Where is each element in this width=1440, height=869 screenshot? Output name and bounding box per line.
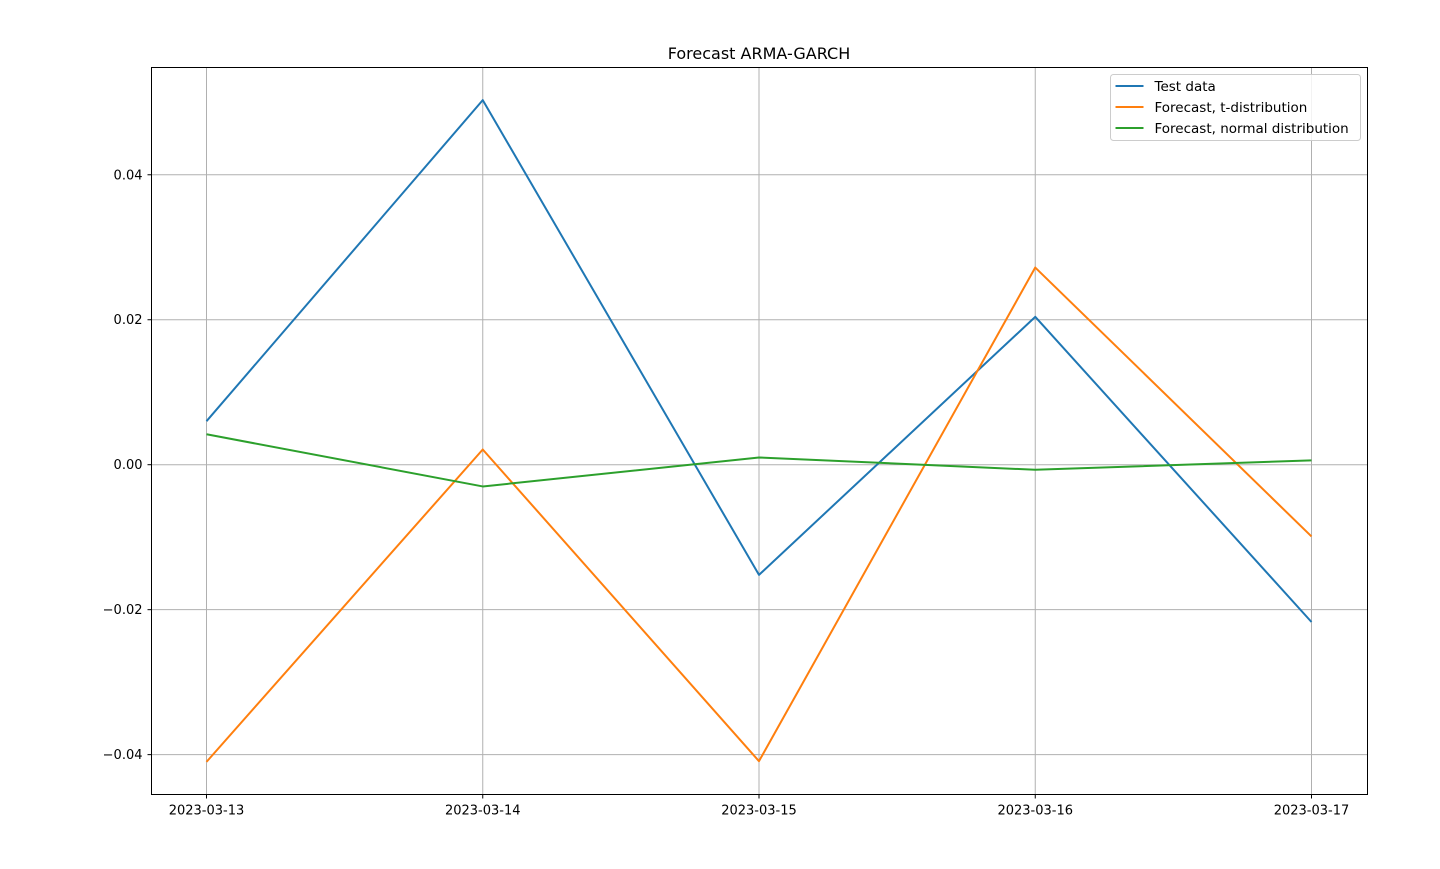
- x-tick-label: 2023-03-14: [445, 804, 521, 819]
- series-line-1: [205, 266, 1313, 763]
- x-tick-label: 2023-03-15: [721, 804, 797, 819]
- legend: Test data Forecast, t-distribution Forecas…: [1110, 74, 1361, 141]
- y-tick-label: −0.02: [103, 603, 143, 618]
- grid-lines: [151, 67, 1368, 795]
- chart-title: Forecast ARMA-GARCH: [668, 44, 850, 63]
- x-tick-label: 2023-03-16: [997, 804, 1073, 819]
- series-lines: [205, 99, 1313, 763]
- series-line-2: [206, 433, 1312, 488]
- y-tick-label: 0.00: [114, 458, 143, 473]
- series-line-0: [205, 99, 1313, 623]
- x-tick-label: 2023-03-17: [1274, 804, 1350, 819]
- x-tick-label: 2023-03-13: [169, 804, 245, 819]
- legend-box: [1110, 74, 1361, 141]
- legend-label: Forecast, t-distribution: [1155, 100, 1308, 116]
- y-tick-label: 0.04: [114, 168, 143, 183]
- y-axis: −0.04 −0.02 0.00 0.02 0.04: [103, 168, 152, 763]
- y-tick-label: 0.02: [114, 313, 143, 328]
- legend-label: Forecast, normal distribution: [1155, 121, 1349, 137]
- legend-label: Test data: [1154, 79, 1216, 95]
- y-tick-label: −0.04: [103, 748, 143, 763]
- x-axis: 2023-03-13 2023-03-14 2023-03-15 2023-03-16…: [169, 794, 1350, 819]
